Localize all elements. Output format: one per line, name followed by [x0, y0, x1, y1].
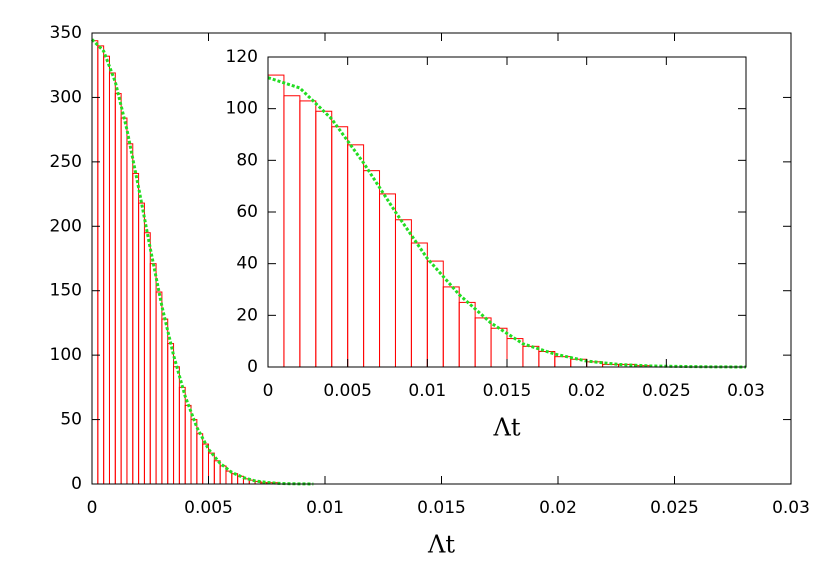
- x-tick-label: 0: [87, 498, 98, 518]
- y-tick-label: 100: [50, 345, 82, 365]
- x-tick-label: 0.005: [323, 381, 372, 401]
- y-tick-label: 0: [247, 357, 258, 377]
- y-tick-label: 350: [50, 23, 82, 43]
- x-tick-label: 0: [263, 381, 274, 401]
- y-tick-label: 150: [50, 281, 82, 301]
- x-tick-label: 0.015: [483, 381, 532, 401]
- y-tick-label: 0: [71, 474, 82, 494]
- x-tick-label: 0.01: [408, 381, 446, 401]
- x-tick-label: 0.015: [417, 498, 466, 518]
- fit-curve: [90, 38, 314, 486]
- y-tick-label: 120: [226, 47, 258, 67]
- y-tick-label: 50: [60, 410, 82, 430]
- x-axis-title: Λt: [493, 414, 521, 442]
- x-tick-label: 0.02: [539, 498, 577, 518]
- x-tick-label: 0.02: [568, 381, 606, 401]
- y-tick-label: 20: [236, 305, 258, 325]
- x-tick-label: 0.03: [727, 381, 765, 401]
- x-tick-label: 0.025: [642, 381, 691, 401]
- x-axis-title: Λt: [427, 531, 455, 559]
- y-tick-label: 60: [236, 202, 258, 222]
- y-tick-label: 250: [50, 152, 82, 172]
- y-tick-label: 40: [236, 254, 258, 274]
- x-tick-label: 0.005: [184, 498, 233, 518]
- y-tick-label: 300: [50, 87, 82, 107]
- y-tick-label: 200: [50, 216, 82, 236]
- y-tick-label: 100: [226, 99, 258, 119]
- x-tick-label: 0.03: [772, 498, 810, 518]
- y-tick-label: 80: [236, 150, 258, 170]
- x-tick-label: 0.01: [306, 498, 344, 518]
- x-tick-label: 0.025: [650, 498, 699, 518]
- plot-area: [268, 57, 746, 367]
